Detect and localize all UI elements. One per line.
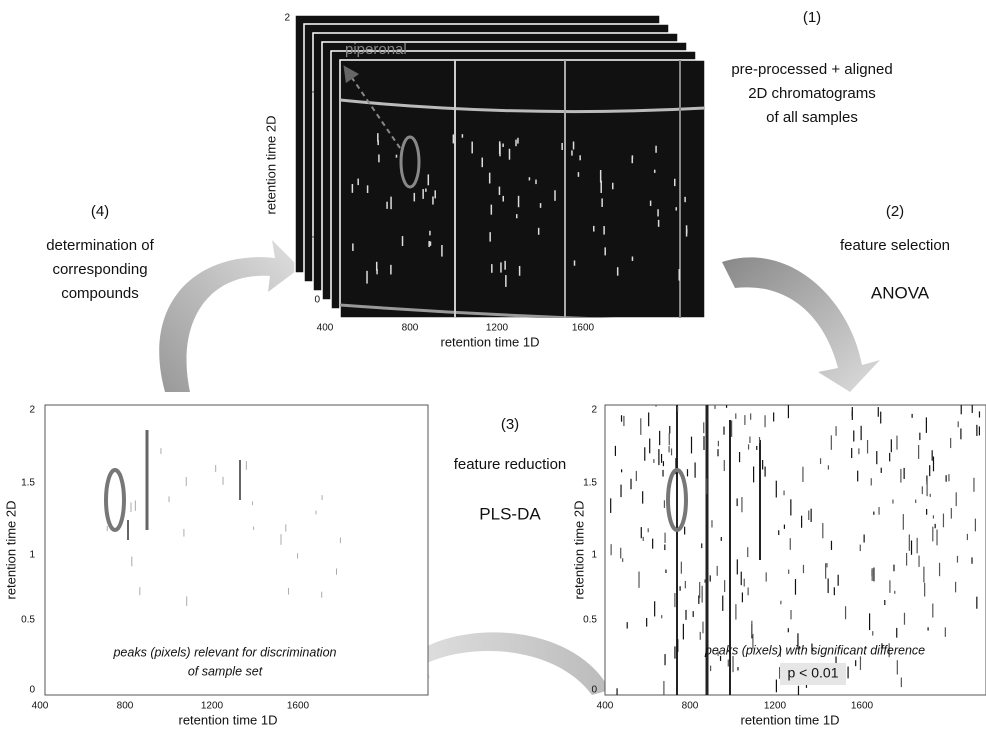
- baseline-band: [340, 98, 705, 114]
- arrow-4: [159, 240, 300, 392]
- step-text: PLS-DA: [479, 504, 541, 523]
- y-tick-label: 1: [314, 158, 320, 169]
- step-text: feature selection: [840, 237, 950, 254]
- peak-group: [610, 405, 981, 695]
- y-tick-label: 1.5: [306, 85, 320, 96]
- x-tick-label: 1200: [201, 701, 224, 712]
- panel-frame: [604, 404, 986, 696]
- peak-group: [106, 430, 341, 606]
- chromatogram-stack: [294, 14, 706, 319]
- x-tick-label: 800: [117, 701, 134, 712]
- step-text: 2D chromatograms: [748, 85, 876, 102]
- x-tick-label: 1200: [486, 323, 509, 334]
- step-number: (1): [803, 9, 821, 26]
- x-tick-label: 1200: [764, 701, 787, 712]
- x-axis-label: retention time 1D: [179, 712, 278, 727]
- y-tick-label: 1: [591, 550, 597, 561]
- y-tick-label: 0: [314, 295, 320, 306]
- y-tick-label: 0: [29, 685, 35, 696]
- arrow-2: [722, 257, 880, 392]
- x-tick-label: 400: [597, 701, 614, 712]
- y-tick-label: 0: [591, 685, 597, 696]
- x-axis-label: retention time 1D: [741, 712, 840, 727]
- peaks: [340, 60, 705, 318]
- step-number: (4): [91, 203, 109, 220]
- step-text: corresponding: [52, 261, 147, 278]
- label-box: [780, 663, 846, 685]
- highlight: [104, 468, 126, 532]
- peaks: [106, 405, 981, 695]
- x-tick-label: 1600: [572, 323, 595, 334]
- y-axis-label: retention time 2D: [263, 116, 278, 215]
- arrow-3: [388, 632, 610, 695]
- x-axis-label: retention time 1D: [441, 334, 540, 349]
- y-tick-label: 0.5: [21, 615, 35, 626]
- highlight: [666, 468, 688, 532]
- caption: peaks (pixels) relevant for discriminati…: [112, 645, 336, 659]
- caption: peaks (pixels) with significant differen…: [704, 643, 925, 657]
- x-tick-label: 400: [32, 701, 49, 712]
- y-tick-label: 1.5: [21, 478, 35, 489]
- step-number: (3): [501, 416, 519, 433]
- highlight: [399, 135, 421, 189]
- y-tick-label: 2: [591, 405, 597, 416]
- x-tick-label: 800: [402, 323, 419, 334]
- x-tick-label: 800: [682, 701, 699, 712]
- y-tick-label: 2: [29, 405, 35, 416]
- step-number: (2): [886, 203, 904, 220]
- x-tick-label: 1600: [287, 701, 310, 712]
- y-axis-label: retention time 2D: [3, 501, 18, 600]
- y-tick-label: 0.5: [306, 230, 320, 241]
- annotation: p < 0.01: [788, 665, 839, 681]
- x-tick-label: 400: [317, 323, 334, 334]
- step-text: feature reduction: [454, 456, 567, 473]
- y-tick-label: 2: [284, 13, 290, 24]
- step-text: ANOVA: [871, 283, 930, 302]
- pointer: [343, 65, 401, 149]
- step-text: of all samples: [766, 109, 858, 126]
- y-tick-label: 1.5: [583, 478, 597, 489]
- y-tick-label: 0.5: [583, 615, 597, 626]
- step-text: determination of: [46, 237, 154, 254]
- y-tick-label: 1: [29, 550, 35, 561]
- baseline-band: [340, 303, 615, 318]
- caption: of sample set: [188, 664, 263, 678]
- peak-group: [340, 60, 705, 318]
- annotation: piperonal: [345, 41, 407, 58]
- step-text: pre-processed + aligned: [731, 61, 892, 78]
- step-text: compounds: [61, 285, 139, 302]
- y-axis-label: retention time 2D: [571, 501, 586, 600]
- chromatogram-frame: [339, 59, 706, 319]
- panel-frame: [44, 404, 429, 696]
- x-tick-label: 1600: [851, 701, 874, 712]
